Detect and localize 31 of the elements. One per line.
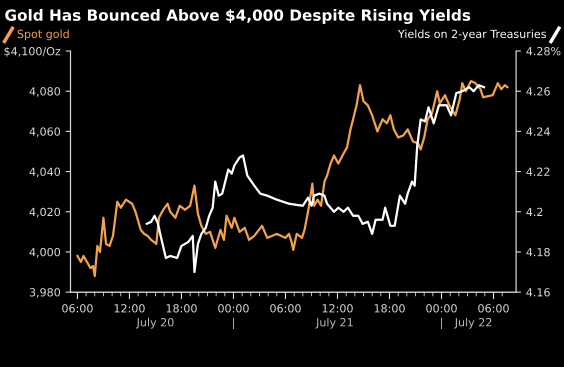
x-tick-label: 06:00 (478, 304, 509, 313)
x-tick-label: 06:00 (270, 304, 301, 313)
y2-tick-label: 4.24 (526, 127, 550, 136)
text: Yields on 2-year Treasuries (398, 29, 546, 40)
y2-tick-label: 4.2 (526, 208, 542, 216)
y2-tick-label: 4.22 (526, 168, 550, 176)
y2-tick-label: 4.18 (526, 248, 550, 256)
x-tick-label: 12:00 (114, 304, 145, 313)
x2-tick-label: | (441, 318, 442, 329)
x2-tick-label: July 20 (136, 318, 174, 329)
x2-tick-label: July 21 (315, 318, 353, 329)
x2-tick-label: July 22 (454, 318, 492, 329)
y2-tick-label: 4.26 (526, 87, 550, 96)
y-tick-label: 4,060 (30, 127, 60, 137)
x-tick-label: 18:00 (166, 304, 197, 313)
y-tick-label: 4,020 (30, 208, 60, 218)
legend-label: Spot gold (18, 29, 69, 40)
x-tick-label: 00:00 (218, 304, 249, 313)
y-tick-label: 4,000 (30, 248, 60, 258)
x-tick-label: 00:00 (426, 304, 457, 313)
y2-tick-label: 4.28% (526, 46, 560, 56)
y2-tick-label: 4.16 (526, 288, 550, 297)
y-tick-label: 4,040 (30, 168, 60, 178)
x-tick-label: 12:00 (322, 304, 353, 313)
x2-tick-label: | (233, 318, 234, 329)
chart-title: Gold Has Bounced Above $4,000 Despite Rising Yields (5, 9, 470, 24)
x-tick-label: 18:00 (374, 304, 405, 313)
y-tick-label: 3,980 (30, 288, 60, 298)
y-tick-label: $4,100/Oz (4, 46, 60, 57)
x-tick-label: 06:00 (62, 304, 93, 313)
y-tick-label: 4,080 (30, 87, 60, 97)
